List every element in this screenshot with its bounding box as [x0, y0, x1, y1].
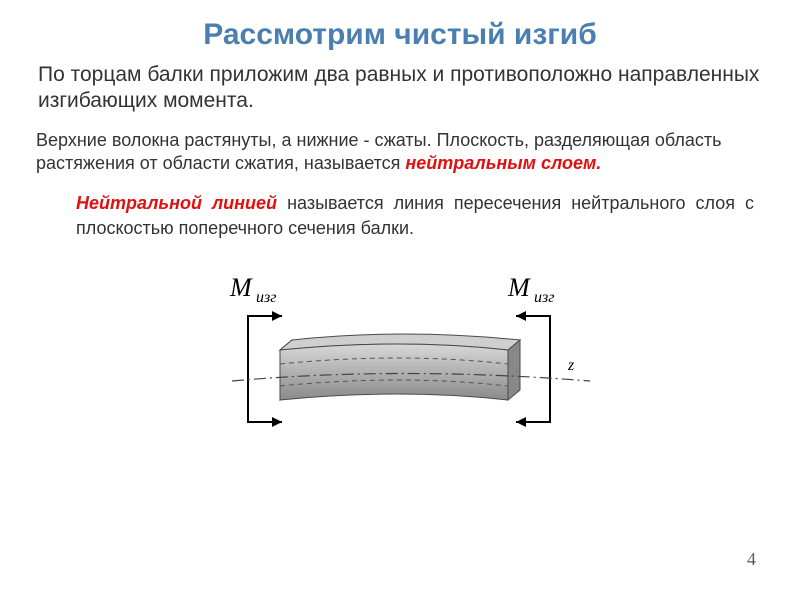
- diagram-container: M изг M изг: [36, 268, 764, 453]
- highlight-term-line: Нейтральной линией: [76, 193, 277, 213]
- moment-label-right: M изг: [507, 273, 554, 306]
- moment-label-left: M изг: [229, 273, 276, 306]
- moment-M-right: M: [507, 273, 531, 302]
- moment-sub-right: изг: [534, 289, 554, 306]
- page-number: 4: [747, 549, 756, 570]
- moment-arrow-right: [516, 311, 550, 427]
- bending-diagram: M изг M изг: [170, 268, 630, 448]
- paragraph-neutral-layer: Верхние волокна растянуты, а нижние - сж…: [36, 129, 764, 176]
- highlight-term-layer: нейтральным слоем.: [405, 153, 601, 173]
- slide: Рассмотрим чистый изгиб По торцам балки …: [0, 0, 800, 600]
- slide-title: Рассмотрим чистый изгиб: [36, 18, 764, 52]
- beam-side-right: [508, 340, 520, 400]
- paragraph-neutral-line: Нейтральной линией называется линия пере…: [76, 191, 754, 240]
- moment-M-left: M: [229, 273, 253, 302]
- moment-arrow-left: [248, 311, 282, 427]
- moment-sub-left: изг: [256, 289, 276, 306]
- paragraph-neutral-layer-prefix: Верхние волокна растянуты, а нижние - сж…: [36, 130, 722, 173]
- axis-label-z: z: [567, 357, 575, 374]
- paragraph-intro: По торцам балки приложим два равных и пр…: [38, 62, 762, 115]
- beam-front-face: [280, 344, 508, 400]
